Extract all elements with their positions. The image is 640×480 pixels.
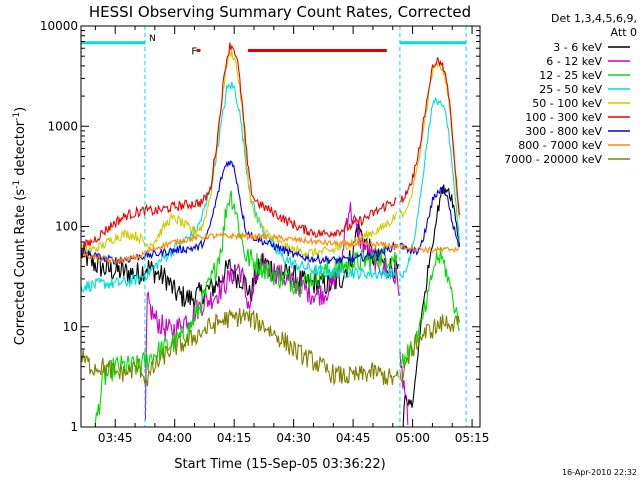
- legend-label: 300 - 800 keV: [525, 125, 602, 138]
- y-axis-label: Corrected Count Rate (s-1 detector-1): [12, 107, 28, 345]
- x-tick-label: 03:45: [98, 431, 133, 445]
- y-tick-label: 10: [63, 320, 78, 334]
- series-line-8: [81, 231, 399, 265]
- night-marker-label: N: [149, 34, 156, 44]
- flare-flag-label: F: [191, 46, 197, 57]
- legend-label: 50 - 100 keV: [532, 97, 602, 110]
- series-line-7: [81, 160, 397, 265]
- legend-label: 25 - 50 keV: [539, 83, 602, 96]
- legend-label: 800 - 7000 keV: [518, 139, 602, 152]
- x-tick-label: 04:45: [336, 431, 371, 445]
- legend-label: 3 - 6 keV: [553, 41, 602, 54]
- x-axis-label: Start Time (15-Sep-05 03:36:22): [174, 457, 385, 472]
- y-tick-label: 1000: [47, 119, 78, 133]
- legend-label: 12 - 25 keV: [539, 69, 602, 82]
- series-line-after-4: [399, 96, 460, 279]
- x-tick-label: 05:15: [455, 431, 490, 445]
- series-line-4: [81, 81, 397, 293]
- legend-header-line1: Det 1,3,4,5,6,9,: [551, 12, 637, 25]
- series-line-after-8: [399, 242, 460, 255]
- x-tick-label: 04:15: [217, 431, 252, 445]
- legend-label: 6 - 12 keV: [546, 55, 602, 68]
- plot-area: NF: [81, 26, 467, 427]
- y-tick-label: 1: [70, 420, 78, 434]
- series-line-after-9: [399, 314, 460, 384]
- series-line-after-6: [399, 57, 460, 216]
- x-tick-label: 05:00: [395, 431, 430, 445]
- series-line-after-7: [399, 185, 460, 256]
- chart-title: HESSI Observing Summary Count Rates, Cor…: [89, 3, 471, 21]
- x-tick-label: 04:30: [276, 431, 311, 445]
- legend-header-line2: Att 0: [611, 26, 637, 39]
- series-line-3: [94, 190, 398, 423]
- y-tick-label: 100: [55, 220, 78, 234]
- series-line-6: [81, 42, 397, 253]
- series-line-2: [144, 202, 400, 421]
- series-line-5: [81, 49, 397, 259]
- footer-date: 16-Apr-2010 22:32: [562, 468, 637, 477]
- series-line-after-2: [399, 349, 409, 425]
- y-tick-label: 10000: [40, 19, 78, 33]
- axes: 1 10 100 1000 10000 03:45 04:00 04:15 04:30 04:45…: [40, 19, 490, 445]
- legend-label: 7000 - 20000 keV: [504, 153, 602, 166]
- series-line-9: [81, 307, 399, 387]
- legend-label: 100 - 300 keV: [525, 111, 602, 124]
- x-tick-label: 04:00: [157, 431, 192, 445]
